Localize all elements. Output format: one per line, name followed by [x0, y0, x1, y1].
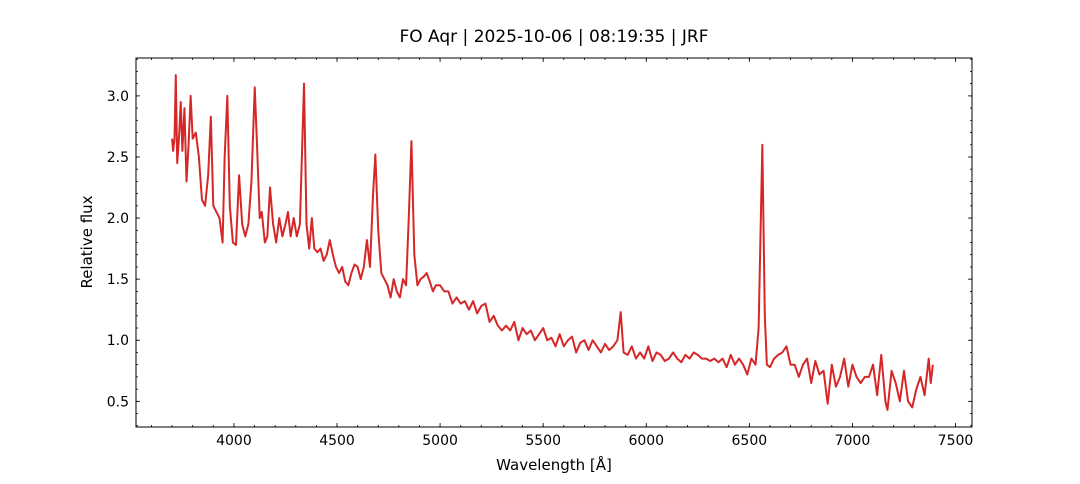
y-tick-label: 3.0	[107, 89, 129, 105]
x-tick-label: 5000	[422, 433, 458, 449]
y-tick-label: 0.5	[107, 394, 129, 410]
x-tick-label: 4500	[319, 433, 355, 449]
chart-title: FO Aqr | 2025-10-06 | 08:19:35 | JRF	[399, 27, 708, 47]
y-axis-label: Relative flux	[78, 195, 96, 288]
x-axis-label: Wavelength [Å]	[496, 455, 612, 474]
y-tick-label: 1.0	[107, 333, 129, 349]
x-tick-label: 5500	[525, 433, 561, 449]
x-tick-label: 6500	[732, 433, 768, 449]
y-tick-label: 2.0	[107, 211, 129, 227]
x-tick-label: 6000	[628, 433, 664, 449]
spectrum-line	[171, 74, 934, 411]
y-tick-label: 2.5	[107, 150, 129, 166]
x-tick-label: 7000	[835, 433, 871, 449]
y-tick-label: 1.5	[107, 272, 129, 288]
plot-frame	[135, 57, 973, 428]
x-tick-label: 4000	[216, 433, 252, 449]
x-tick-label: 7500	[938, 433, 974, 449]
